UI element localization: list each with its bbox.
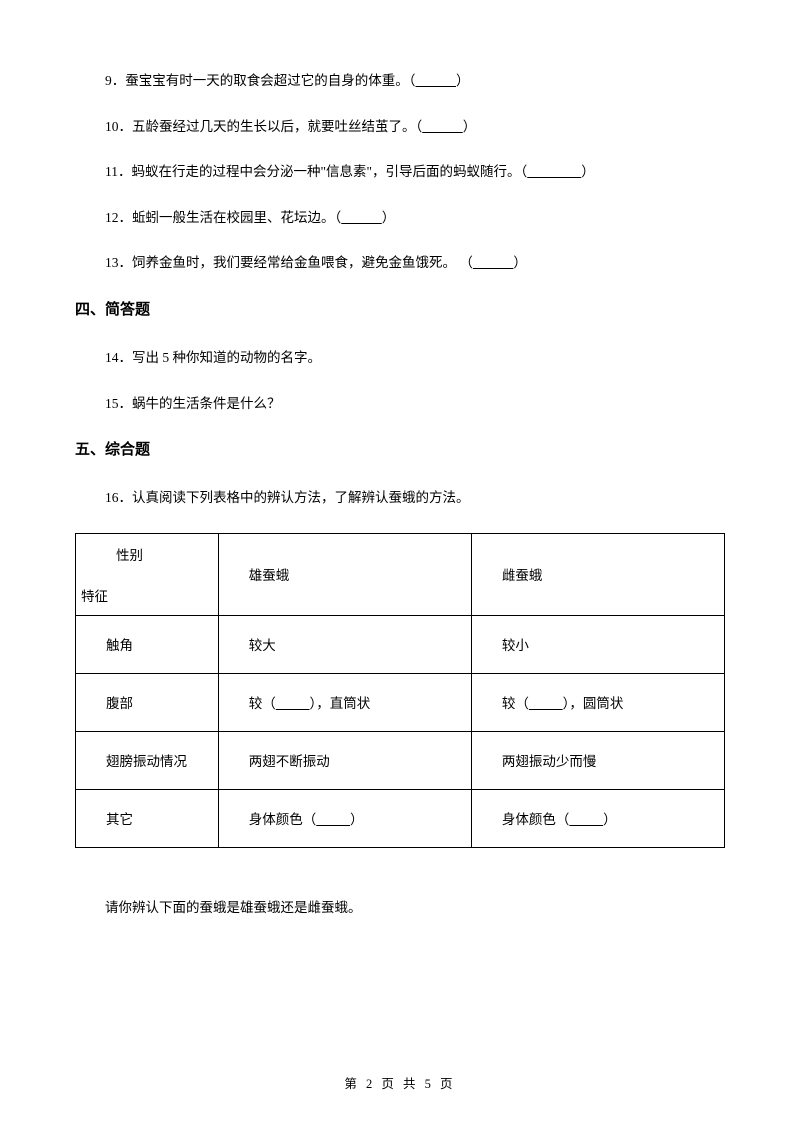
q10-text: 10．五龄蚕经过几天的生长以后，就要吐丝结茧了。（ (105, 119, 422, 134)
row4-female: 身体颜色（ ） (471, 789, 724, 847)
section-5-heading: 五、综合题 (75, 438, 725, 459)
table-header-row: 性别 特征 雄蚕蛾 雌蚕蛾 (76, 533, 725, 615)
page-footer: 第 2 页 共 5 页 (0, 1073, 800, 1092)
identification-table: 性别 特征 雄蚕蛾 雌蚕蛾 触角 较大 较小 腹部 较（ ），直筒状 较（ ）， (75, 533, 725, 848)
row2-female-b: ），圆筒状 (563, 696, 624, 711)
row4-male-a: 身体颜色（ (249, 812, 317, 827)
q13-end: ） (513, 255, 527, 270)
row4-label: 其它 (76, 789, 219, 847)
table-header-diag: 性别 特征 (76, 533, 219, 615)
row2-label: 腹部 (76, 673, 219, 731)
q12-text: 12．蚯蚓一般生活在校园里、花坛边。（ (105, 210, 341, 225)
q9-blank[interactable] (416, 73, 457, 88)
q11-text: 11．蚂蚁在行走的过程中会分泌一种"信息素"，引导后面的蚂蚁随行。（ (105, 164, 527, 179)
table-row: 翅膀振动情况 两翅不断振动 两翅振动少而慢 (76, 731, 725, 789)
question-11: 11．蚂蚁在行走的过程中会分泌一种"信息素"，引导后面的蚂蚁随行。（ ） (75, 161, 725, 183)
q10-blank[interactable] (422, 119, 463, 134)
row4-male: 身体颜色（ ） (218, 789, 471, 847)
row1-male: 较大 (218, 615, 471, 673)
row2-female: 较（ ），圆筒状 (471, 673, 724, 731)
row3-male: 两翅不断振动 (218, 731, 471, 789)
question-16: 16．认真阅读下列表格中的辨认方法，了解辨认蚕蛾的方法。 (75, 487, 725, 509)
page-content: 9．蚕宝宝有时一天的取食会超过它的自身的体重。（ ） 10．五龄蚕经过几天的生长… (0, 0, 800, 916)
question-12: 12．蚯蚓一般生活在校园里、花坛边。（ ） (75, 207, 725, 229)
diag-label-gender: 性别 (116, 544, 143, 564)
row2-male-a: 较（ (249, 696, 276, 711)
q11-end: ） (581, 164, 595, 179)
table-row: 腹部 较（ ），直筒状 较（ ），圆筒状 (76, 673, 725, 731)
q13-blank[interactable] (473, 255, 514, 270)
table-header-female: 雌蚕蛾 (471, 533, 724, 615)
row4-female-blank[interactable] (569, 812, 603, 827)
table-header-male: 雄蚕蛾 (218, 533, 471, 615)
row2-male-b: ），直筒状 (310, 696, 371, 711)
row2-female-a: 较（ (502, 696, 529, 711)
question-15: 15．蜗牛的生活条件是什么？ (75, 393, 725, 415)
question-9: 9．蚕宝宝有时一天的取食会超过它的自身的体重。（ ） (75, 70, 725, 92)
row1-label: 触角 (76, 615, 219, 673)
row2-male: 较（ ），直筒状 (218, 673, 471, 731)
diag-label-feature: 特征 (81, 585, 108, 605)
row4-male-blank[interactable] (316, 812, 350, 827)
question-14: 14．写出 5 种你知道的动物的名字。 (75, 347, 725, 369)
row4-male-b: ） (350, 812, 364, 827)
q11-blank[interactable] (527, 164, 581, 179)
section-4-heading: 四、简答题 (75, 298, 725, 319)
question-10: 10．五龄蚕经过几天的生长以后，就要吐丝结茧了。（ ） (75, 116, 725, 138)
q10-end: ） (463, 119, 477, 134)
q12-end: ） (382, 210, 396, 225)
row2-male-blank[interactable] (276, 696, 310, 711)
q9-end: ） (456, 73, 470, 88)
q13-text: 13．饲养金鱼时，我们要经常给金鱼喂食，避免金鱼饿死。 （ (105, 255, 473, 270)
followup-text: 请你辨认下面的蚕蛾是雄蚕蛾还是雌蚕蛾。 (75, 896, 725, 916)
row1-female: 较小 (471, 615, 724, 673)
row4-female-b: ） (603, 812, 617, 827)
row4-female-a: 身体颜色（ (502, 812, 570, 827)
table-row: 触角 较大 较小 (76, 615, 725, 673)
row3-female: 两翅振动少而慢 (471, 731, 724, 789)
identification-table-wrap: 性别 特征 雄蚕蛾 雌蚕蛾 触角 较大 较小 腹部 较（ ），直筒状 较（ ）， (75, 533, 725, 848)
row3-label: 翅膀振动情况 (76, 731, 219, 789)
table-row: 其它 身体颜色（ ） 身体颜色（ ） (76, 789, 725, 847)
row2-female-blank[interactable] (529, 696, 563, 711)
q12-blank[interactable] (341, 210, 382, 225)
q9-text: 9．蚕宝宝有时一天的取食会超过它的自身的体重。（ (105, 73, 416, 88)
question-13: 13．饲养金鱼时，我们要经常给金鱼喂食，避免金鱼饿死。 （ ） (75, 252, 725, 274)
